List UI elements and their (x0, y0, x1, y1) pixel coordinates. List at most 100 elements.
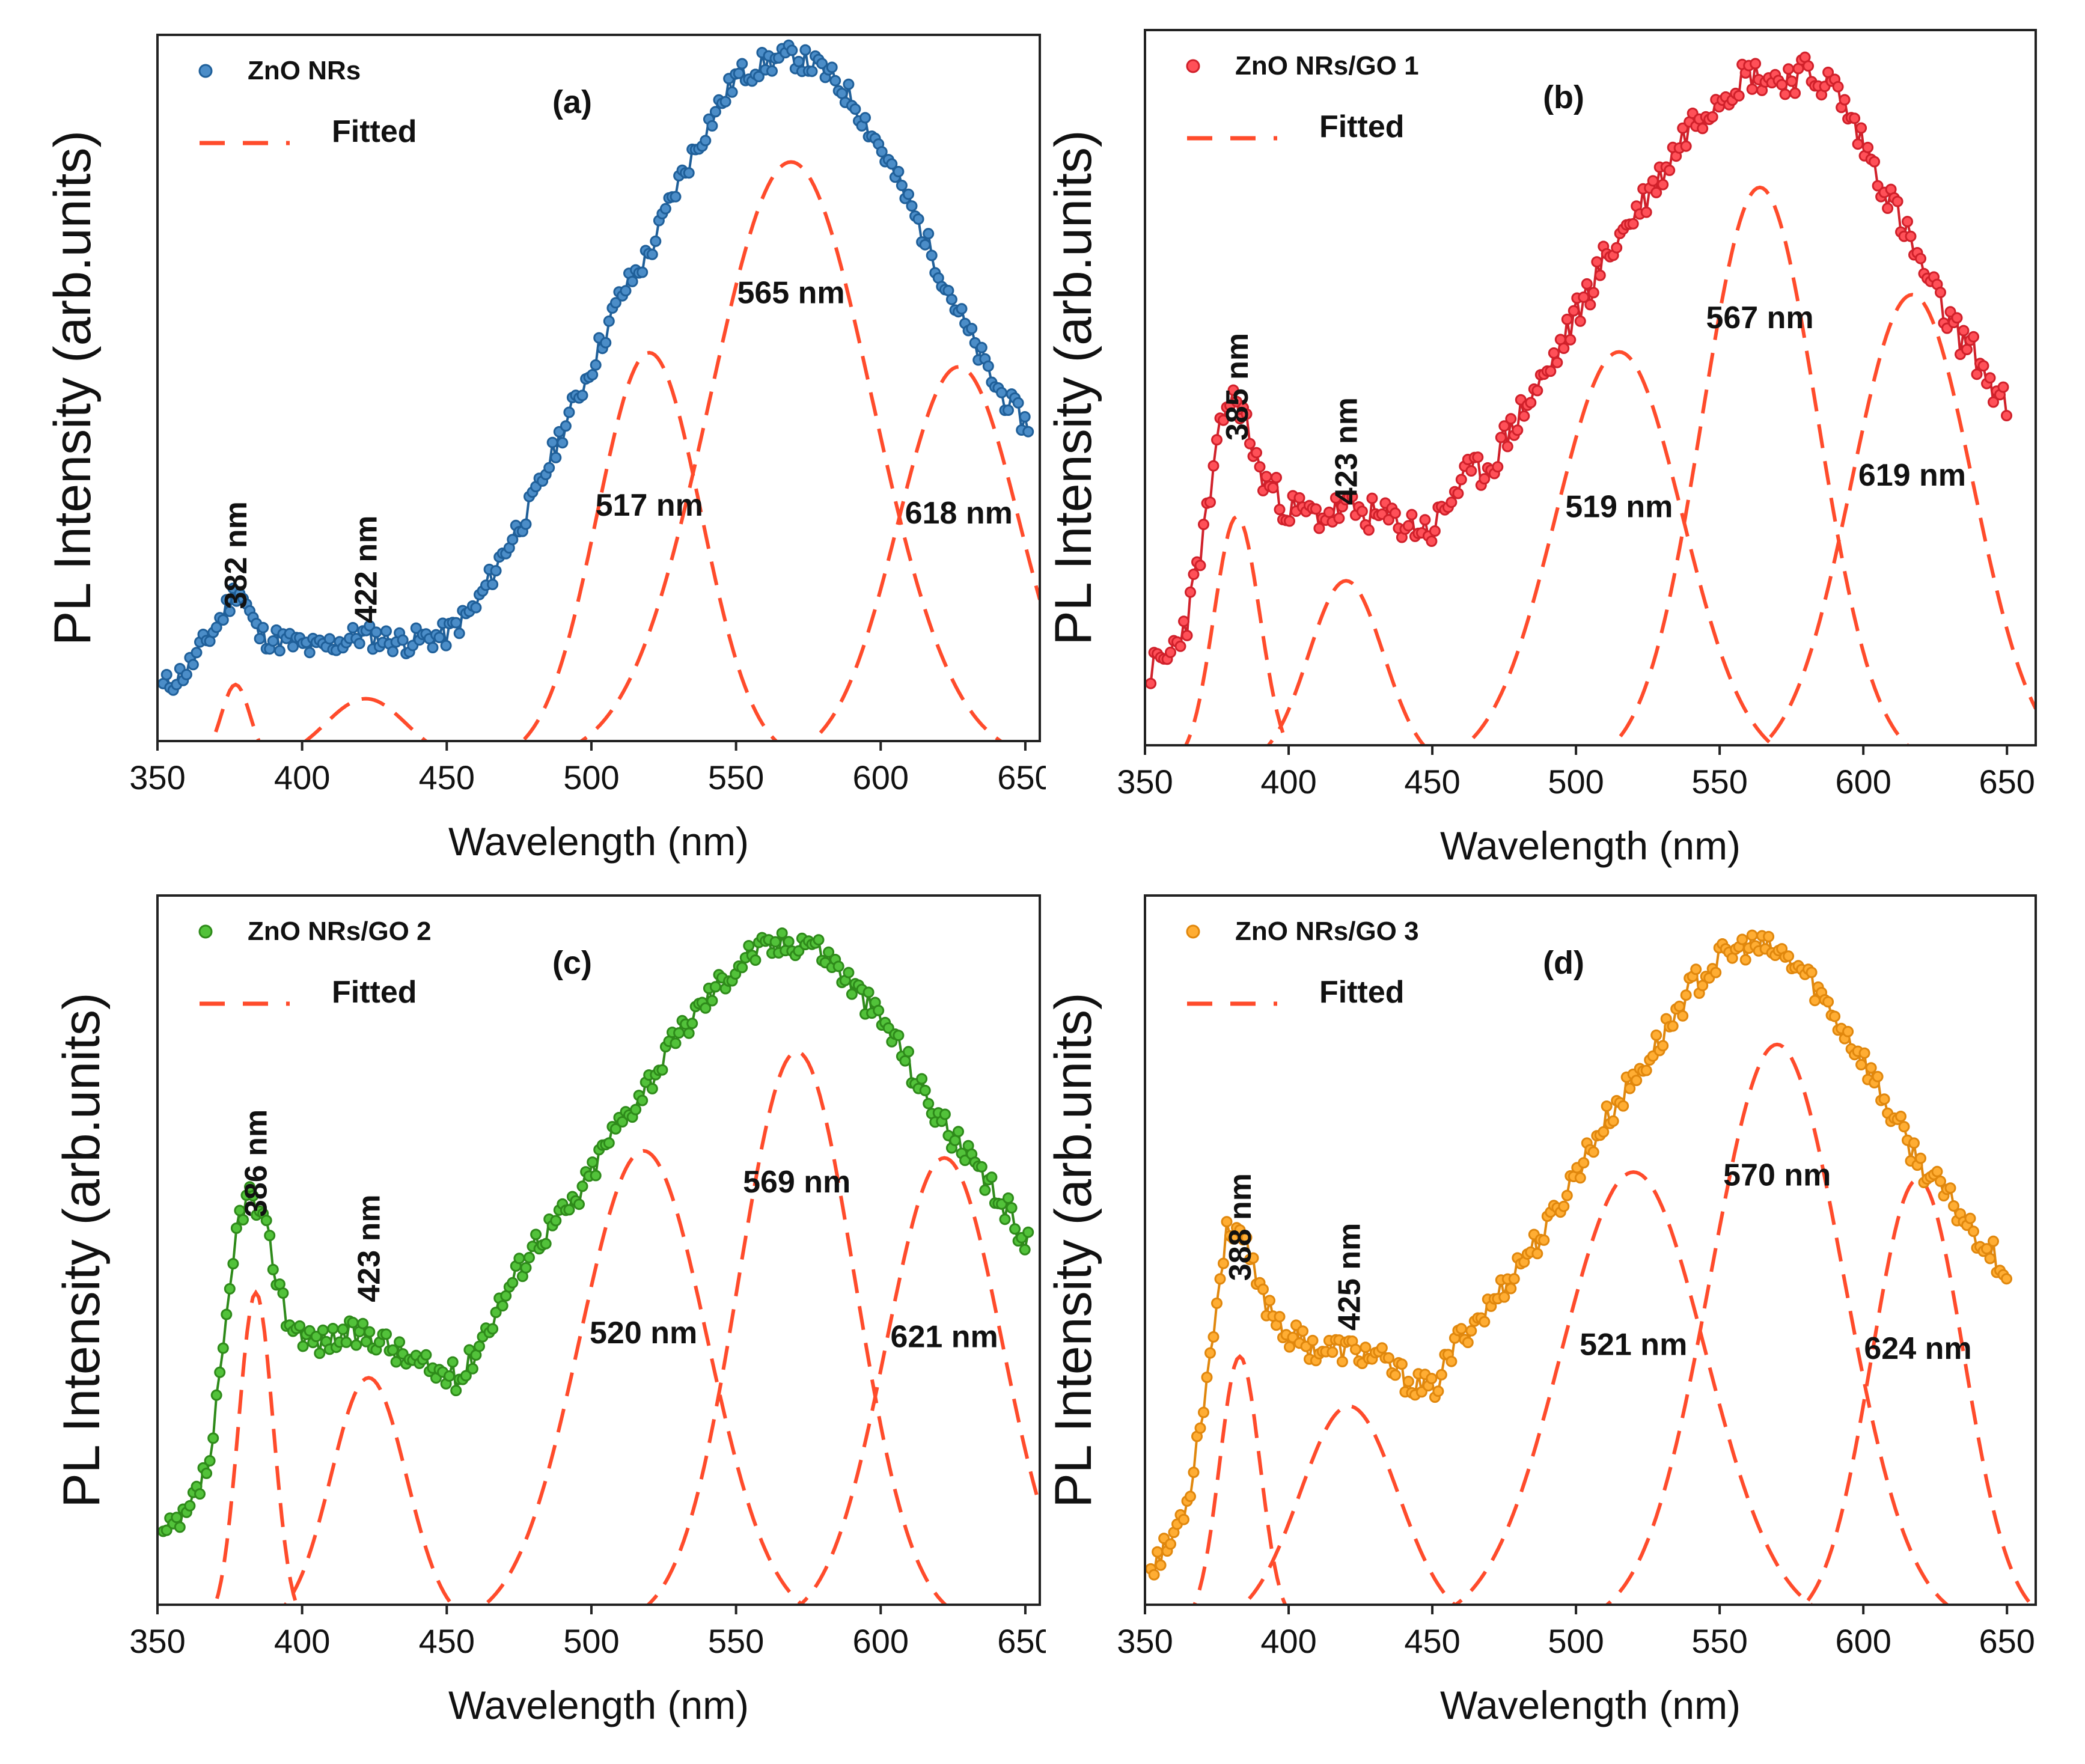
data-series (157, 927, 1034, 1537)
data-point (204, 1455, 216, 1466)
data-point (1155, 1559, 1167, 1571)
data-point (1198, 1406, 1209, 1418)
plot-frame (156, 894, 1041, 1606)
data-point (903, 1046, 914, 1058)
data-point (1508, 1273, 1520, 1285)
data-point (1776, 79, 1788, 91)
data-point (1862, 141, 1874, 153)
data-point (433, 632, 445, 644)
data-point (630, 1103, 642, 1115)
data-point (470, 602, 482, 614)
data-point (1640, 1064, 1652, 1076)
data-point (217, 1342, 229, 1354)
data-point (1019, 1244, 1031, 1256)
x-tick-label: 550 (708, 758, 764, 796)
y-axis-label: PL Intensity (arb.units) (53, 992, 111, 1507)
data-point (1165, 646, 1176, 658)
data-point (460, 1370, 472, 1382)
data-point (187, 659, 199, 671)
data-point (650, 235, 662, 247)
series-line (162, 933, 1030, 1533)
data-point (813, 934, 825, 946)
data-point (2001, 1273, 2012, 1285)
peak-label: 624 nm (1864, 1331, 1971, 1366)
data-point (1594, 269, 1606, 281)
data-point (1640, 206, 1652, 218)
data-point (1915, 252, 1926, 264)
data-point (1531, 385, 1543, 397)
data-point (487, 1323, 499, 1335)
data-point (1855, 122, 1867, 134)
peak-label: 423 nm (352, 1194, 386, 1302)
data-point (1849, 112, 1861, 124)
data-point (1869, 156, 1881, 168)
peak-label: 565 nm (737, 275, 844, 310)
x-tick-label: 400 (274, 1622, 330, 1660)
data-point (267, 635, 279, 647)
data-point (397, 634, 409, 646)
data-point (364, 1326, 376, 1338)
data-point (783, 936, 795, 948)
x-tick-label: 400 (1260, 1622, 1316, 1660)
data-point (224, 1283, 236, 1295)
data-point (1561, 1189, 1573, 1201)
data-point (1951, 312, 1963, 324)
fitted-curves (1192, 1042, 2034, 1605)
data-point (859, 112, 871, 124)
peak-label: 621 nm (891, 1320, 998, 1355)
data-point (636, 1094, 649, 1106)
data-point (1251, 447, 1262, 459)
data-point (1736, 933, 1748, 945)
peak-label: 567 nm (1706, 301, 1813, 335)
data-point (1548, 347, 1560, 359)
data-point (550, 451, 562, 463)
data-point (1241, 408, 1253, 420)
data-point (862, 986, 875, 998)
data-point (1997, 381, 2009, 393)
data-point (323, 633, 335, 645)
data-point (370, 626, 382, 638)
data-point (1498, 420, 1510, 432)
data-point (1435, 1369, 1447, 1381)
data-point (886, 158, 898, 170)
data-point (670, 191, 682, 203)
data-point (1204, 496, 1216, 508)
data-point (1323, 506, 1335, 518)
y-axis-label: PL Intensity (arb.units) (1046, 992, 1102, 1507)
chart-panel-a: 350 400 450 500 550 600 650 Wavelength (nm) PL I… (0, 0, 1054, 877)
data-point (1988, 396, 1999, 408)
data-point (749, 954, 762, 966)
data-point (387, 1344, 398, 1356)
fitted-component-5 (808, 365, 1040, 741)
data-point (350, 1339, 362, 1351)
data-point (799, 44, 811, 56)
data-point (966, 323, 978, 335)
data-point (364, 620, 376, 632)
data-point (706, 995, 718, 1007)
data-point (1680, 989, 1692, 1001)
data-point (1426, 536, 1438, 547)
data-point (1763, 930, 1775, 942)
data-point (700, 135, 712, 147)
data-point (706, 120, 718, 132)
data-point (1783, 950, 1795, 962)
data-point (1257, 1283, 1269, 1295)
data-point (224, 605, 236, 617)
data-point (1211, 434, 1223, 446)
data-point (975, 1161, 988, 1173)
data-point (1152, 1546, 1164, 1558)
chart-svg: 350 400 450 500 550 600 650 Wavelength (nm) PL I… (1045, 894, 2037, 1727)
x-tick-label: 500 (563, 1622, 619, 1660)
data-point (1746, 929, 1758, 941)
data-point (1445, 496, 1458, 508)
data-point (254, 633, 266, 645)
data-point (1181, 629, 1193, 641)
x-tick-label: 650 (997, 1622, 1046, 1660)
data-point (1895, 1111, 1906, 1122)
data-point (1961, 344, 1973, 355)
data-point (826, 61, 838, 73)
data-point (893, 1030, 905, 1042)
data-point (1185, 1491, 1196, 1503)
data-point (1310, 503, 1322, 515)
data-point (1188, 1466, 1200, 1479)
